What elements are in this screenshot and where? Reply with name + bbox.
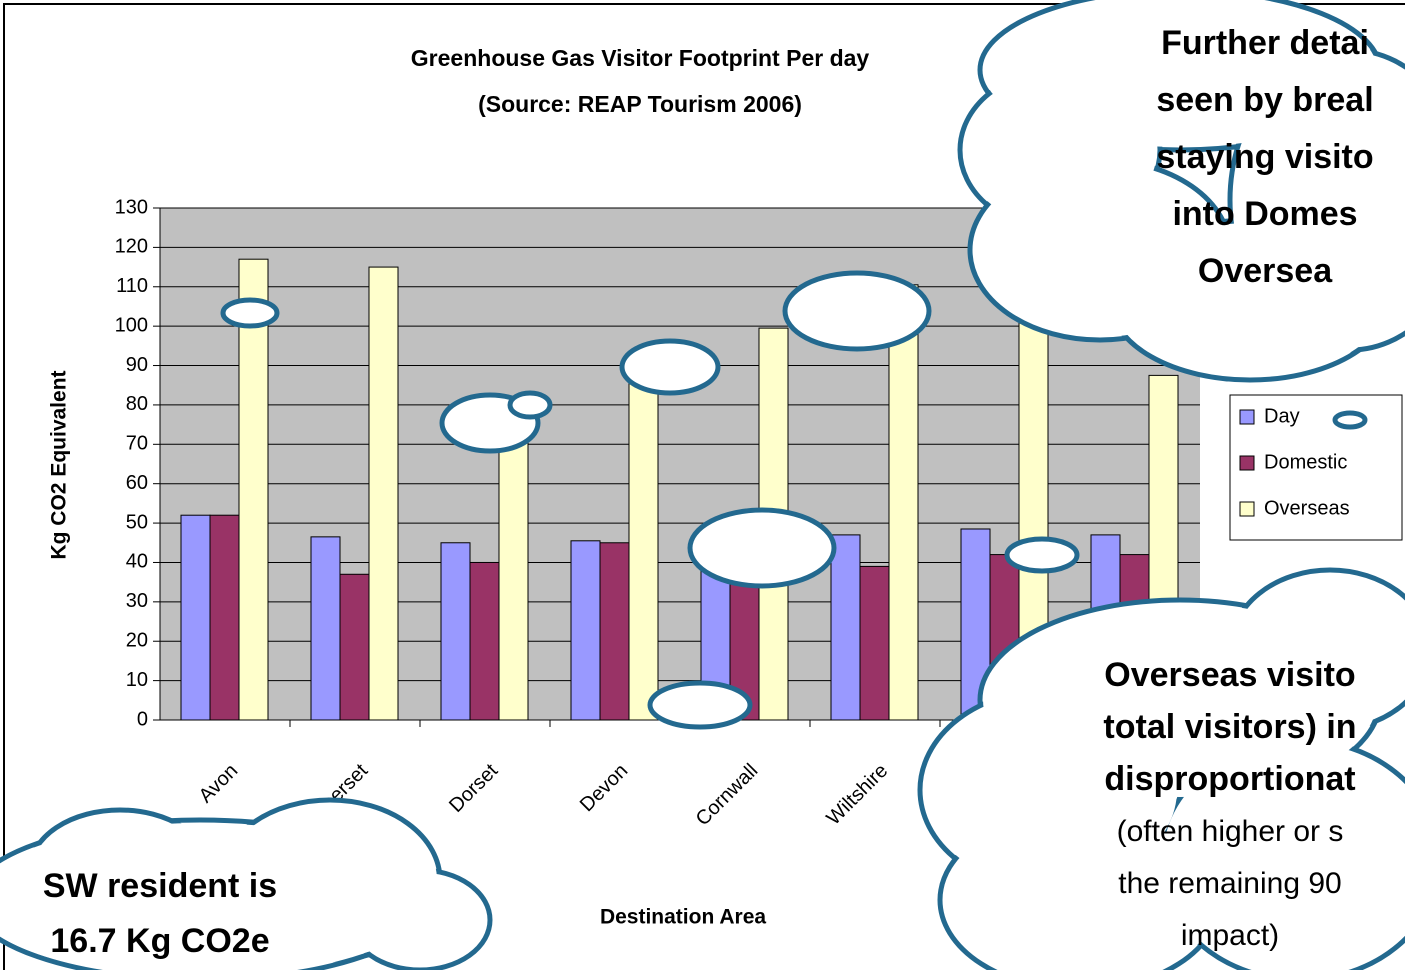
y-tick-label: 40 <box>126 551 148 573</box>
y-tick-label: 70 <box>126 433 148 455</box>
bar <box>859 565 890 721</box>
legend-swatch <box>1239 409 1255 425</box>
cloud-fill <box>693 513 831 583</box>
y-tick-label: 10 <box>126 669 148 691</box>
cloud-fill <box>943 813 1217 970</box>
y-tick-label: 130 <box>115 196 148 218</box>
y-tick-label: 30 <box>126 590 148 612</box>
cloud-fill <box>1233 53 1405 347</box>
legend-swatch <box>1239 455 1255 471</box>
legend-box <box>1229 394 1403 541</box>
bar <box>570 540 601 721</box>
legend-label: Day <box>1264 405 1300 427</box>
cloud-fill <box>1233 573 1405 727</box>
bar <box>830 534 861 721</box>
callout-text: seen by breal <box>1156 81 1373 119</box>
bar <box>310 536 341 721</box>
callout-cloud: Further detai seen by breal staying visito… <box>957 0 1405 383</box>
y-tick-label: 60 <box>126 472 148 494</box>
callout-text: SW resident is <box>43 867 277 905</box>
y-tick-label: 0 <box>137 708 148 730</box>
bar <box>469 561 500 721</box>
bar <box>339 573 370 721</box>
callout-bubble <box>647 680 753 730</box>
bar <box>209 514 240 721</box>
y-tick-label: 80 <box>126 393 148 415</box>
callout-text: Oversea <box>1198 252 1333 290</box>
callout-text: into Domes <box>1172 195 1357 233</box>
cloud-fill <box>653 686 747 724</box>
legend-label: Overseas <box>1264 497 1350 519</box>
callout-text: impact) <box>1181 919 1279 952</box>
callout-text: Overseas visito <box>1104 656 1355 694</box>
callout-text: (often higher or s <box>1117 815 1344 848</box>
chart-title: Greenhouse Gas Visitor Footprint Per day <box>411 45 870 71</box>
cloud-fill <box>1010 542 1074 568</box>
y-tick-label: 120 <box>115 236 148 258</box>
bar <box>180 514 211 721</box>
bar <box>440 542 471 721</box>
bar <box>628 365 659 721</box>
callout-bubble <box>1332 410 1368 430</box>
cloud-fill <box>1338 416 1362 424</box>
callout-text: Further detai <box>1161 24 1369 62</box>
callout-text: the remaining 90 <box>1118 867 1341 900</box>
callout-text: 16.7 Kg CO2e <box>50 922 269 960</box>
bar <box>498 439 529 721</box>
callout-text: disproportionat <box>1104 760 1355 798</box>
callout-bubble <box>507 390 553 420</box>
legend-label: Domestic <box>1264 451 1347 473</box>
cloud-fill <box>33 813 207 927</box>
callout-bubble <box>1004 536 1080 574</box>
cloud-fill <box>513 396 547 414</box>
cloud-fill <box>625 344 715 390</box>
cloud-fill <box>353 873 487 967</box>
callout-bubble <box>220 297 280 329</box>
callout-bubble <box>687 507 837 589</box>
cloud-fill <box>1163 743 1405 970</box>
y-tick-label: 110 <box>116 275 148 297</box>
cloud-fill <box>226 303 274 323</box>
x-axis-label: Destination Area <box>600 906 766 929</box>
callout-text: staying visito <box>1156 138 1373 176</box>
callout-bubble <box>619 338 721 396</box>
legend-swatch <box>1239 501 1255 517</box>
y-tick-label: 90 <box>126 354 148 376</box>
callout-text: total visitors) in <box>1103 708 1356 746</box>
callout-bubble <box>782 270 932 352</box>
callout-cloud: SW resident is 16.7 Kg CO2e <box>0 797 493 970</box>
chart-subtitle: (Source: REAP Tourism 2006) <box>478 91 802 117</box>
bar <box>599 542 630 721</box>
callout-cloud: Overseas visito total visitors) in disprop… <box>917 567 1405 970</box>
y-axis-label: Kg CO2 Equivalent <box>48 370 71 559</box>
bar <box>888 284 919 721</box>
legend: Day Domestic Overseas <box>1229 394 1403 541</box>
y-tick-label: 100 <box>115 314 148 336</box>
bar <box>368 266 399 721</box>
y-tick-label: 20 <box>126 630 148 652</box>
y-tick-label: 50 <box>126 511 148 533</box>
cloud-fill <box>788 276 926 346</box>
